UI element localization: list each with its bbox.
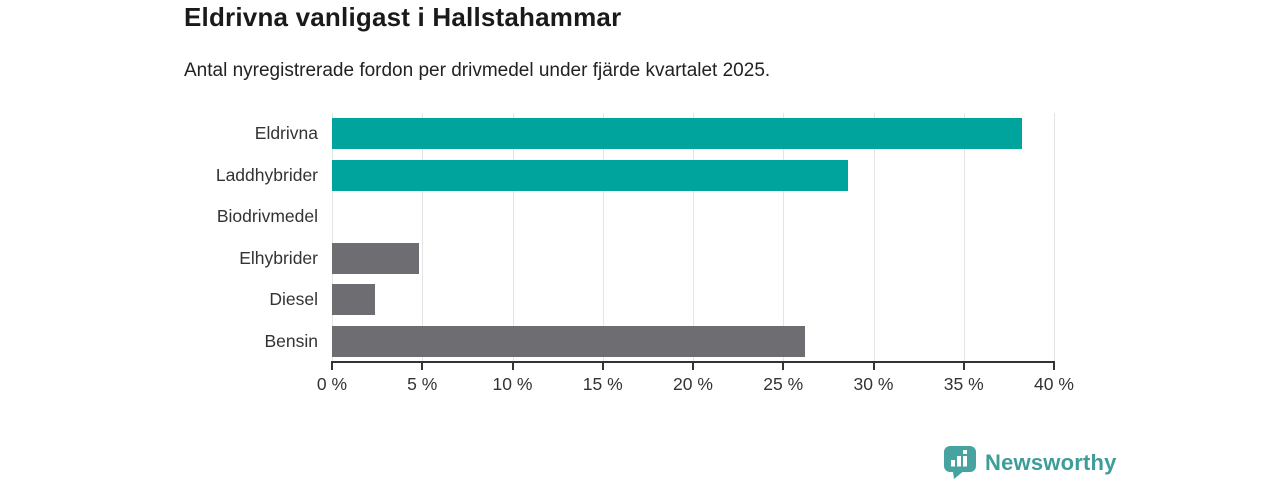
bar-chart-pin-icon bbox=[944, 446, 976, 479]
gridline bbox=[332, 113, 333, 362]
x-tick-label: 5 % bbox=[407, 374, 438, 394]
x-axis-tick bbox=[872, 363, 875, 370]
x-axis-tick bbox=[1053, 363, 1055, 370]
chart-subtitle: Antal nyregistrerade fordon per drivmede… bbox=[184, 60, 771, 81]
gridline bbox=[783, 113, 785, 362]
x-tick-label: 40 % bbox=[1034, 374, 1074, 394]
gridline bbox=[422, 113, 424, 362]
gridline bbox=[512, 113, 514, 362]
bar-eldrivna bbox=[332, 118, 1022, 150]
bar-laddhybrider bbox=[332, 159, 849, 191]
x-axis-tick bbox=[331, 363, 333, 370]
x-axis-tick bbox=[601, 363, 604, 370]
category-label: Eldrivna bbox=[254, 123, 318, 144]
x-tick-label: 15 % bbox=[582, 374, 623, 394]
gridline bbox=[873, 113, 875, 362]
bar-bensin bbox=[332, 325, 805, 357]
category-label: Bensin bbox=[264, 330, 318, 351]
newsworthy-logo: Newsworthy bbox=[944, 446, 1117, 479]
chart-title: Eldrivna vanligast i Hallstahammar bbox=[184, 2, 622, 32]
x-tick-label: 10 % bbox=[492, 374, 533, 394]
x-axis-tick bbox=[962, 363, 965, 370]
x-axis-tick bbox=[421, 363, 424, 370]
gridline bbox=[963, 113, 965, 362]
x-tick-label: 20 % bbox=[673, 374, 713, 394]
x-axis-line bbox=[331, 361, 1055, 363]
bar-diesel bbox=[332, 284, 376, 316]
x-tick-label: 35 % bbox=[943, 374, 984, 394]
x-axis-tick bbox=[782, 363, 785, 370]
x-tick-label: 25 % bbox=[763, 374, 804, 394]
x-tick-label: 0 % bbox=[316, 374, 348, 394]
gridline bbox=[602, 113, 604, 362]
newsworthy-logo-text: Newsworthy bbox=[985, 449, 1117, 475]
bar-elhybrider bbox=[332, 242, 419, 274]
x-tick-label: 30 % bbox=[853, 374, 894, 394]
category-label: Diesel bbox=[269, 289, 318, 310]
gridline bbox=[1054, 113, 1055, 362]
category-label: Elhybrider bbox=[239, 247, 318, 268]
x-axis-tick bbox=[692, 363, 694, 370]
category-label: Biodrivmedel bbox=[216, 206, 318, 227]
plot-area bbox=[332, 113, 1055, 362]
gridline bbox=[693, 113, 694, 362]
x-axis-tick bbox=[511, 363, 514, 370]
category-label: Laddhybrider bbox=[215, 164, 318, 185]
